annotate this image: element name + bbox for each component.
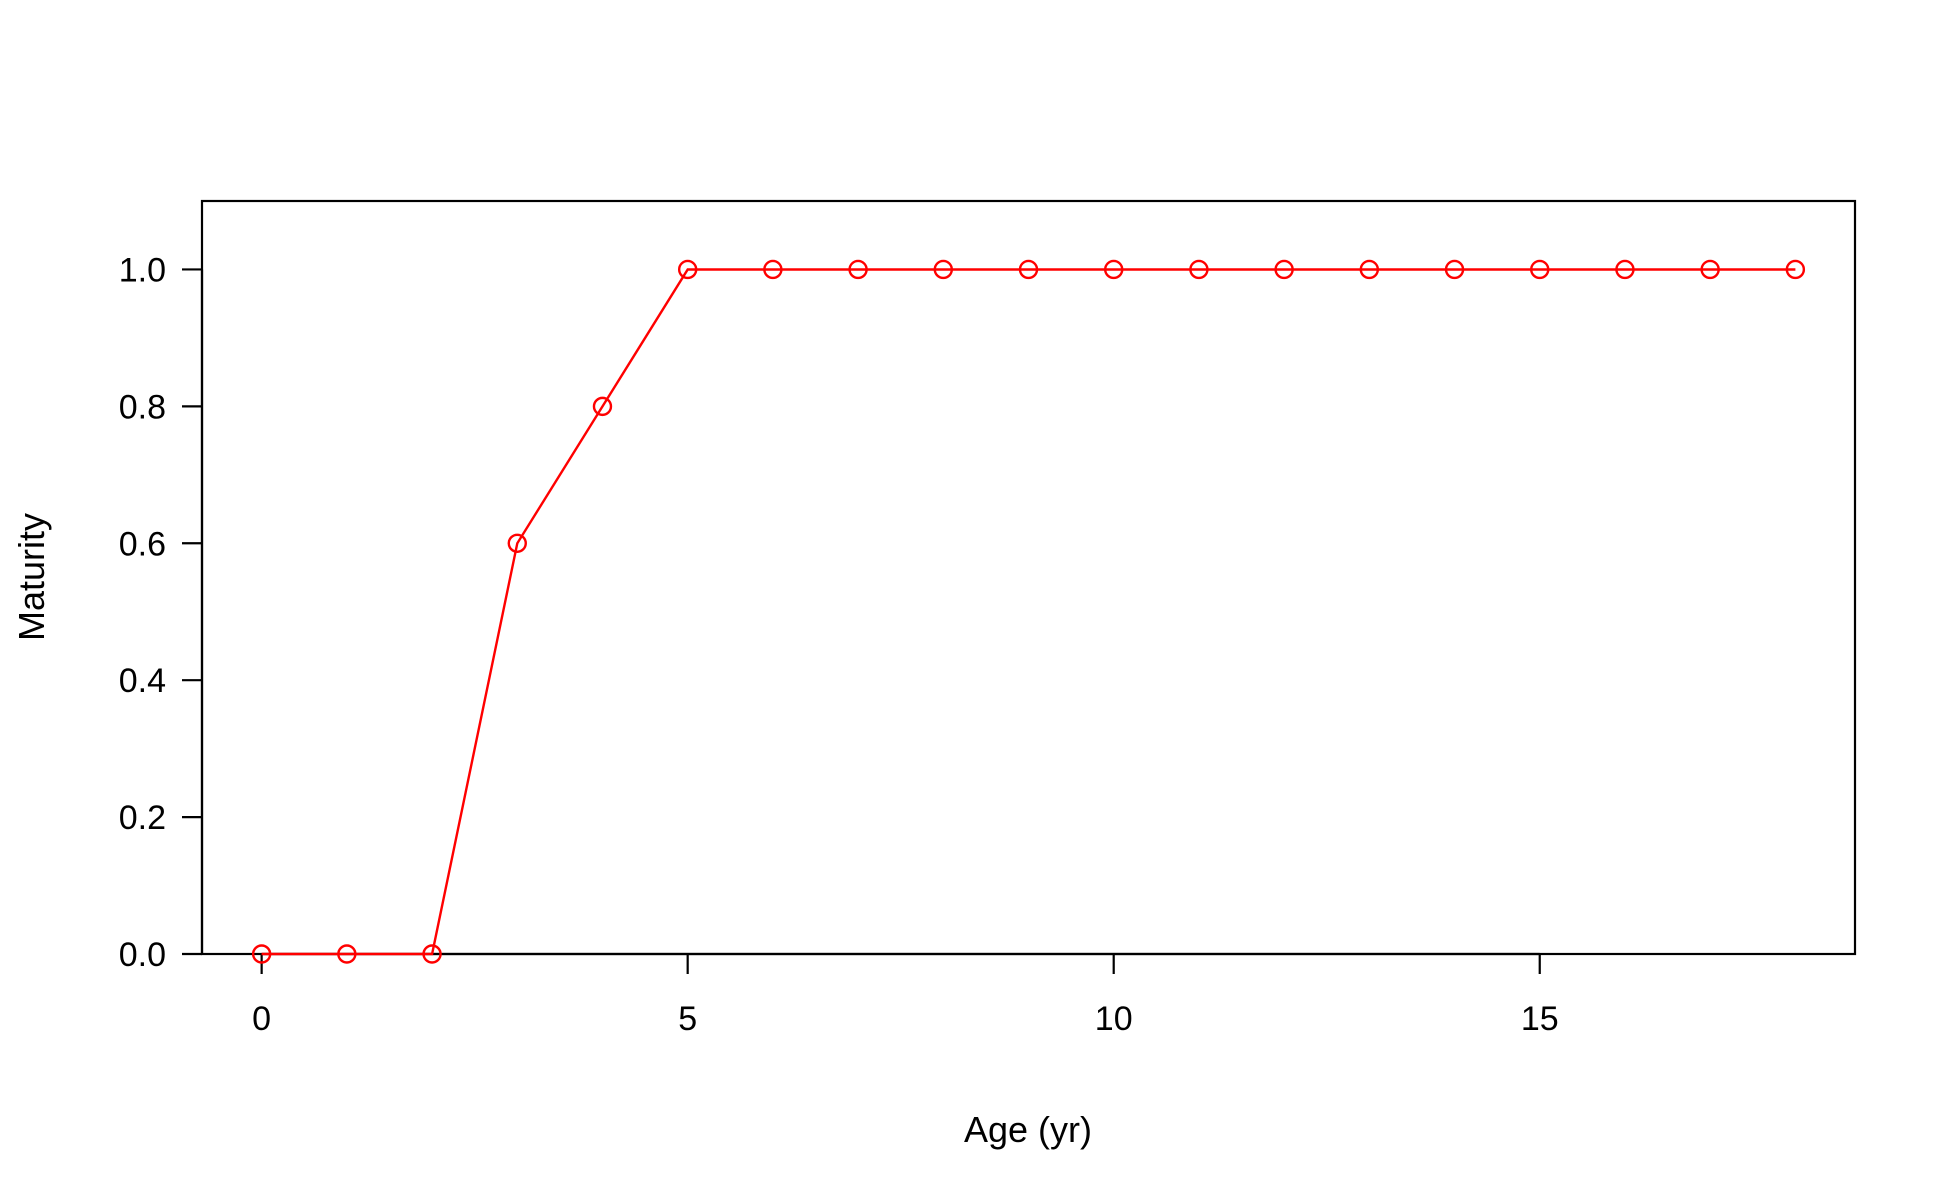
- y-tick-label: 0.2: [119, 799, 166, 837]
- data-point: [1359, 259, 1380, 280]
- plot-frame: [200, 199, 1857, 956]
- data-point: [1615, 259, 1635, 280]
- x-tick-label: 15: [1521, 1000, 1559, 1038]
- x-tick-label: 10: [1095, 1000, 1133, 1038]
- data-point: [1274, 259, 1294, 280]
- data-point: [933, 259, 953, 280]
- y-tick-label: 1.0: [119, 251, 166, 289]
- data-point: [1444, 259, 1465, 280]
- y-axis-title: Maturity: [11, 513, 52, 641]
- y-tick-label: 0.8: [119, 388, 166, 426]
- x-axis-title: Age (yr): [964, 1109, 1092, 1150]
- data-point: [507, 533, 527, 553]
- data-point: [1530, 259, 1550, 280]
- y-axis: 0.0 0.2 0.4 0.6 0.8 1.0: [119, 251, 204, 974]
- series-layer: [251, 259, 1806, 964]
- data-point: [337, 944, 357, 964]
- y-tick-label: 0.6: [119, 525, 166, 563]
- data-point: [1189, 259, 1209, 280]
- x-tick-label: 5: [678, 1000, 697, 1038]
- series-line: [261, 268, 1796, 956]
- x-tick-label: 0: [252, 1000, 271, 1038]
- data-point: [1104, 259, 1124, 280]
- y-tick-label: 0.4: [119, 662, 166, 700]
- data-point: [422, 944, 442, 964]
- data-point: [251, 944, 272, 964]
- data-point: [677, 259, 698, 280]
- data-point: [1700, 259, 1720, 280]
- data-point: [1018, 259, 1039, 280]
- data-point: [1785, 259, 1806, 280]
- y-tick-label: 0.0: [119, 936, 166, 974]
- data-point: [763, 259, 783, 280]
- data-point: [848, 259, 868, 280]
- x-axis: 0 5 10 15: [252, 952, 1559, 1038]
- data-point: [592, 396, 613, 417]
